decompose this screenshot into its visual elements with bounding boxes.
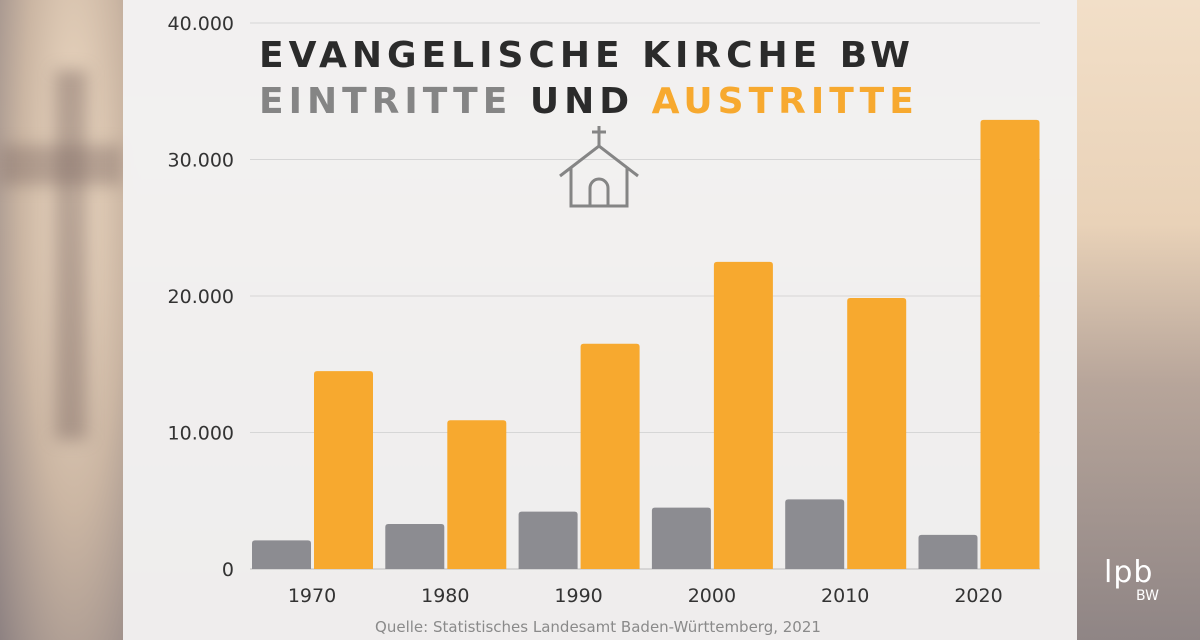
- y-tick-label: 40.000: [168, 13, 234, 35]
- bar-eintritte-2020: [918, 534, 978, 569]
- y-tick-label: 30.000: [168, 150, 234, 172]
- y-tick-label: 0: [222, 559, 234, 581]
- background-right: [1077, 0, 1200, 640]
- title-line2: EINTRITTE UND AUSTRITTE: [259, 81, 919, 122]
- title-und: UND: [530, 81, 634, 122]
- bar-austritte-2010: [847, 298, 907, 569]
- logo-main: lpb: [1104, 555, 1154, 590]
- church-icon: [559, 126, 639, 208]
- lpb-logo: lpb BW: [1104, 555, 1159, 605]
- bar-eintritte-1980: [385, 523, 445, 569]
- title-eintritte: EINTRITTE: [259, 81, 512, 122]
- x-tick-label: 1990: [554, 585, 602, 607]
- x-tick-label: 2020: [954, 585, 1002, 607]
- bar-austritte-1970: [314, 371, 373, 569]
- x-tick-label: 2010: [821, 585, 869, 607]
- title-austritte: AUSTRITTE: [652, 81, 919, 122]
- title-line1: EVANGELISCHE KIRCHE BW: [259, 35, 915, 76]
- background-left: [0, 0, 123, 640]
- bar-eintritte-1970: [252, 540, 311, 569]
- bar-eintritte-2010: [785, 499, 845, 569]
- bar-eintritte-2000: [651, 507, 711, 569]
- bar-eintritte-1990: [518, 511, 578, 569]
- x-tick-label: 1970: [288, 585, 336, 607]
- bar-austritte-2020: [980, 119, 1040, 569]
- source-note: Quelle: Statistisches Landesamt Baden-Wü…: [375, 618, 821, 636]
- bar-austritte-1980: [447, 420, 507, 569]
- y-tick-label: 20.000: [168, 286, 234, 308]
- x-tick-label: 2000: [688, 585, 736, 607]
- y-tick-label: 10.000: [168, 423, 234, 445]
- bar-austritte-1990: [580, 343, 640, 569]
- logo-sub: BW: [1136, 588, 1159, 604]
- x-tick-label: 1980: [421, 585, 469, 607]
- bar-austritte-2000: [713, 261, 773, 569]
